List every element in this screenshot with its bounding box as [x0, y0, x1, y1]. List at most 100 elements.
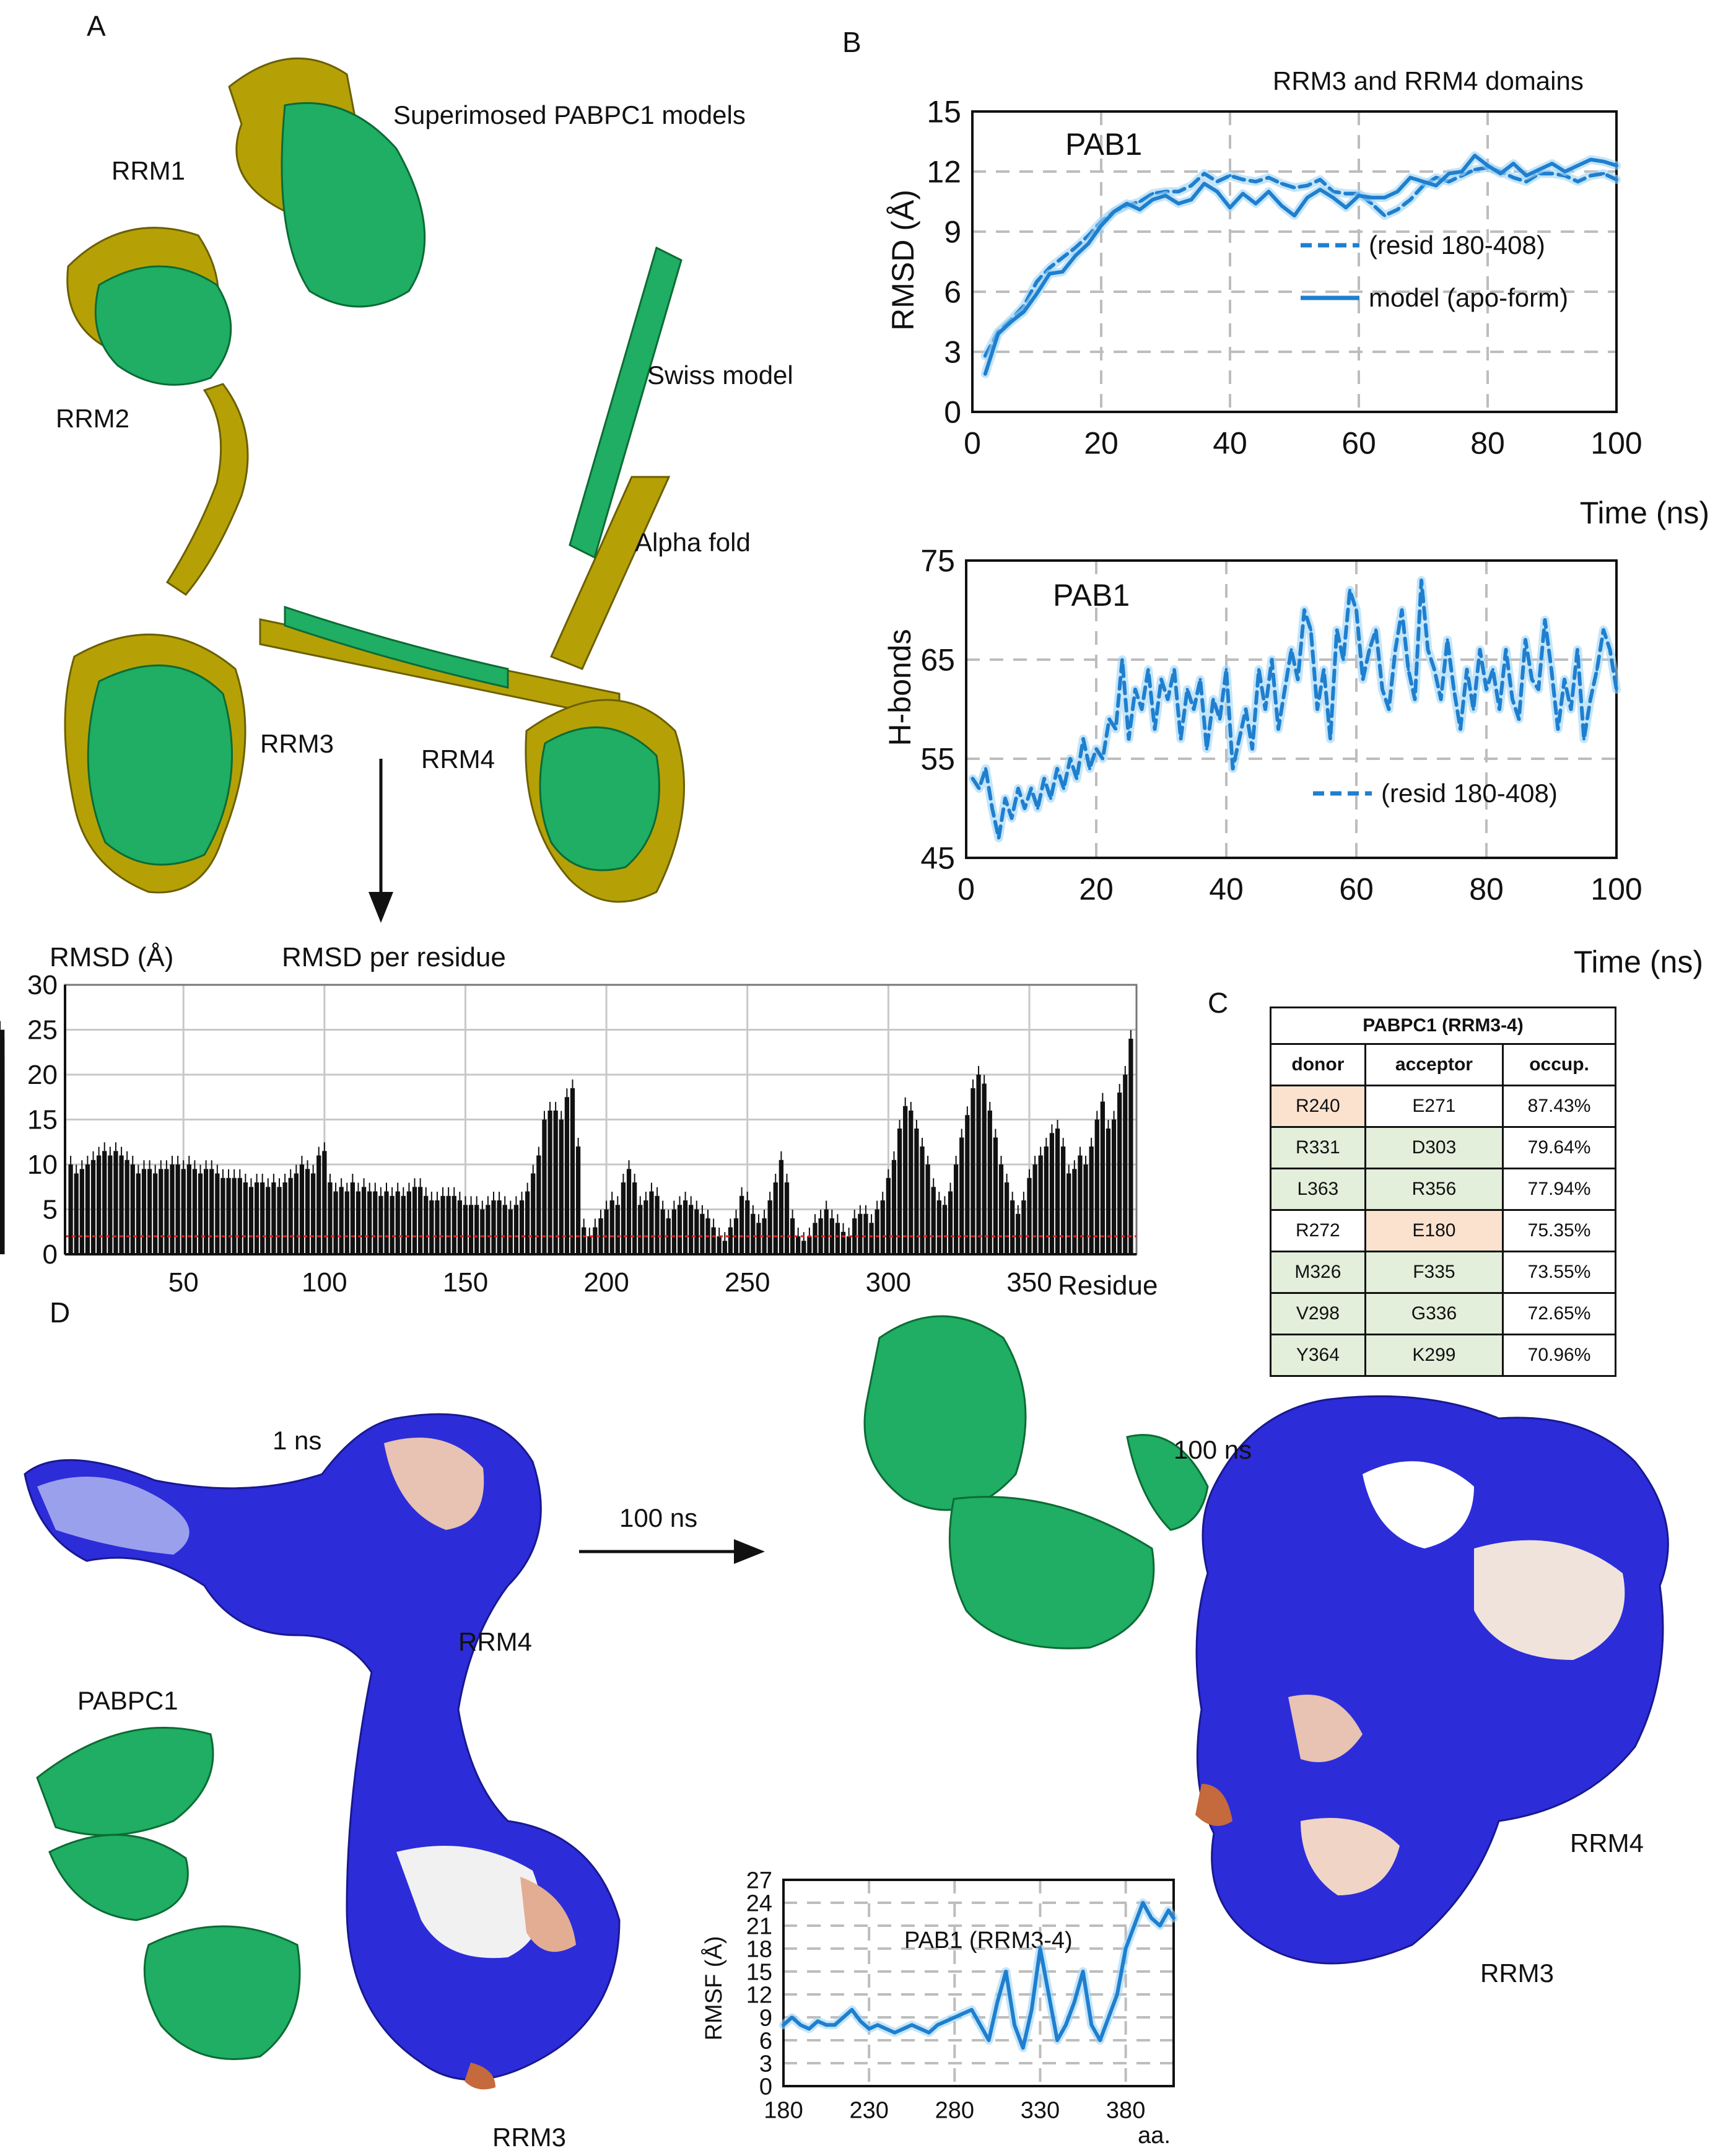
data-point [1151, 198, 1154, 201]
bar [835, 1223, 840, 1254]
data-point [1124, 1947, 1128, 1950]
donor-cell: Y364 [1270, 1334, 1366, 1377]
data-point [1615, 164, 1618, 167]
data-point [1491, 668, 1494, 671]
data-point [1112, 210, 1116, 214]
data-point [1459, 727, 1462, 731]
bar [694, 1209, 699, 1254]
x-tick-label: 150 [443, 1267, 488, 1298]
occupancy-cell: 73.55% [1502, 1251, 1616, 1294]
bar [666, 1218, 671, 1254]
data-point [884, 2027, 888, 2030]
bar [925, 1164, 930, 1254]
data-point [1537, 168, 1541, 172]
data-point [1055, 2038, 1059, 2042]
data-point [1335, 628, 1338, 632]
data-point [807, 2027, 811, 2030]
x-tick-label: 230 [849, 2097, 888, 2123]
data-point [944, 2019, 948, 2023]
label-rrm3: RRM3 [260, 729, 334, 758]
data-point [1407, 668, 1410, 671]
bar [779, 1159, 784, 1254]
y-tick-label: 24 [746, 1890, 772, 1916]
data-point [1395, 207, 1399, 211]
bar [829, 1218, 834, 1254]
data-point [1517, 717, 1520, 721]
data-point [1486, 164, 1490, 167]
data-point [1115, 1993, 1119, 1996]
data-point [1383, 214, 1387, 217]
bar [1094, 1119, 1099, 1254]
data-point [1550, 668, 1553, 671]
bar [429, 1200, 434, 1254]
data-point [1202, 172, 1206, 175]
bar [582, 1227, 587, 1254]
superposed-models-illustration [64, 57, 686, 903]
data-point [1159, 678, 1163, 681]
data-point [1224, 668, 1228, 671]
bar [1100, 1101, 1106, 1254]
acceptor-cell: F335 [1364, 1251, 1504, 1294]
bar [102, 1151, 107, 1254]
data-point [1473, 168, 1476, 172]
data-point [1280, 181, 1283, 185]
bar [683, 1200, 688, 1254]
data-point [1504, 648, 1507, 652]
bar [85, 1164, 90, 1254]
bar [170, 1164, 175, 1254]
x-tick-label: 200 [583, 1267, 629, 1298]
data-point [833, 2023, 837, 2027]
data-point [1556, 727, 1559, 731]
bar [310, 1173, 316, 1254]
bar [1044, 1146, 1049, 1254]
bar [818, 1218, 823, 1254]
table-row: M326 F335 73.55% [1270, 1251, 1616, 1294]
data-point [1030, 2008, 1034, 2012]
bar [773, 1182, 778, 1254]
data-point [1447, 180, 1451, 183]
bar [553, 1111, 558, 1254]
bar [412, 1187, 417, 1254]
data-point [1381, 688, 1384, 691]
data-point [1283, 688, 1286, 691]
x-tick-label: 50 [168, 1267, 199, 1298]
data-point [1530, 678, 1533, 681]
x-tick-label: 330 [1021, 2097, 1060, 2123]
bar [655, 1195, 660, 1254]
data-point [782, 2023, 785, 2027]
data-point [936, 2023, 940, 2027]
data-point [1185, 688, 1189, 691]
plot-frame [965, 559, 1618, 859]
hbonds-chart: 0 20 40 60 80 100 45 55 65 75 PAB1 Time (ns) H-bonds… [883, 544, 1703, 980]
data-point [1172, 668, 1176, 671]
bar [1038, 1155, 1043, 1254]
label-rrm2: RRM2 [56, 404, 129, 433]
bar [266, 1187, 271, 1254]
bar [621, 1182, 626, 1254]
bar [959, 1137, 964, 1254]
panel-label-d: D [50, 1296, 70, 1329]
bar [480, 1209, 485, 1254]
data-point [1164, 194, 1167, 198]
x-axis-label: Residue [1058, 1270, 1158, 1301]
data-point [799, 2023, 803, 2027]
bar [463, 1205, 468, 1254]
data-point [1047, 1993, 1050, 1996]
chart-title: PAB1 (RRM3-4) [904, 1928, 1073, 1954]
data-point [1426, 648, 1429, 652]
data-point [1029, 787, 1033, 790]
data-point [1166, 697, 1169, 701]
bar [288, 1177, 293, 1254]
y-tick-label: 75 [920, 544, 955, 579]
label-rrm3-left: RRM3 [492, 2123, 566, 2152]
bar [1010, 1200, 1015, 1254]
data-point [1512, 176, 1516, 180]
bar [1111, 1119, 1117, 1254]
bar [1032, 1164, 1037, 1254]
bar [119, 1155, 124, 1254]
data-point [1244, 707, 1247, 711]
data-point [1064, 2023, 1068, 2027]
surface-100ns-illustration [1195, 1395, 1669, 1965]
bar [153, 1173, 158, 1254]
data-point [1498, 707, 1501, 711]
